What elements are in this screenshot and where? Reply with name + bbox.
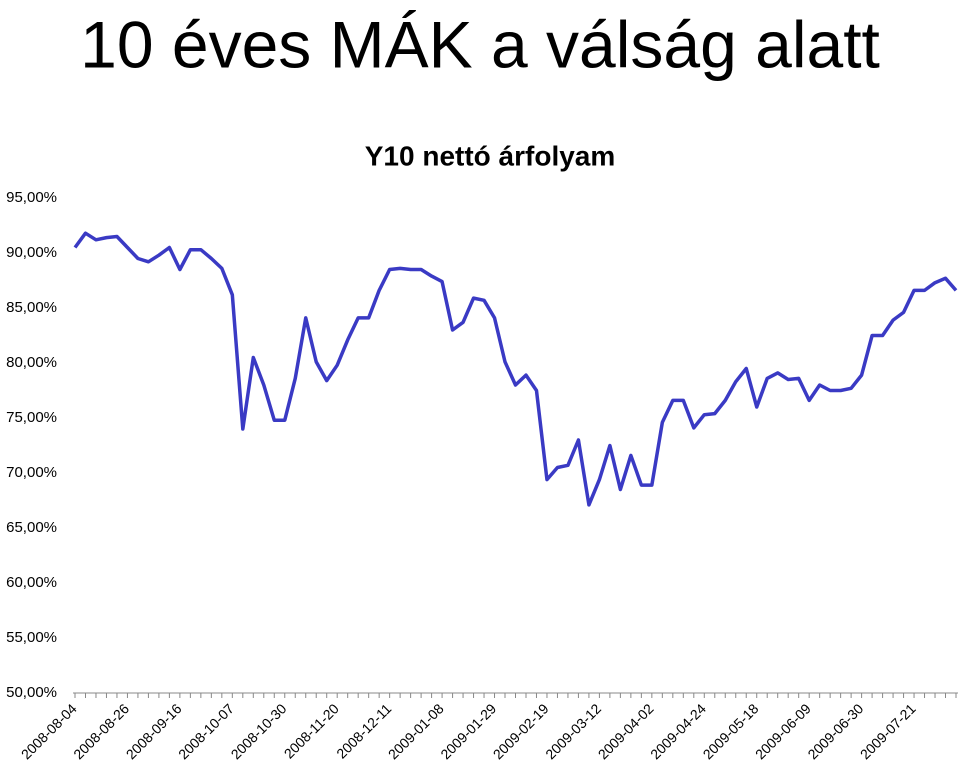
x-tick-label: 2009-06-09 [752, 700, 814, 762]
x-tick-label: 2008-10-07 [175, 700, 237, 762]
page-title: 10 éves MÁK a válság alatt [80, 7, 880, 81]
x-tick-label: 2009-07-21 [857, 700, 919, 762]
y-tick-label: 50,00% [6, 684, 57, 701]
y-tick-label: 95,00% [6, 189, 57, 206]
x-tick-label: 2009-04-24 [647, 700, 709, 762]
x-tick-label: 2009-01-08 [385, 700, 447, 762]
x-tick-label: 2008-11-20 [281, 700, 342, 761]
y-tick-label: 75,00% [6, 409, 57, 426]
x-tick-label: 2009-01-29 [437, 700, 499, 762]
x-tick-label: 2008-09-16 [123, 700, 185, 762]
x-tick-label: 2009-06-30 [804, 700, 866, 762]
y-tick-label: 90,00% [6, 244, 57, 261]
x-tick-label: 2009-04-02 [595, 700, 657, 762]
x-tick-label: 2009-02-19 [490, 700, 552, 762]
x-tick-label: 2008-08-26 [70, 700, 132, 762]
y-tick-label: 80,00% [6, 354, 57, 371]
y-tick-label: 60,00% [6, 574, 57, 591]
y-tick-label: 65,00% [6, 519, 57, 536]
x-tick-label: 2008-08-04 [18, 700, 80, 762]
x-tick-label: 2009-03-12 [542, 700, 604, 762]
x-tick-label: 2008-10-30 [228, 700, 290, 762]
chart-title: Y10 nettó árfolyam [365, 140, 616, 171]
data-line [73, 231, 958, 507]
y-tick-label: 55,00% [6, 629, 57, 646]
y-tick-label: 85,00% [6, 299, 57, 316]
y-tick-label: 70,00% [6, 464, 57, 481]
x-tick-label: 2009-05-18 [700, 700, 762, 762]
